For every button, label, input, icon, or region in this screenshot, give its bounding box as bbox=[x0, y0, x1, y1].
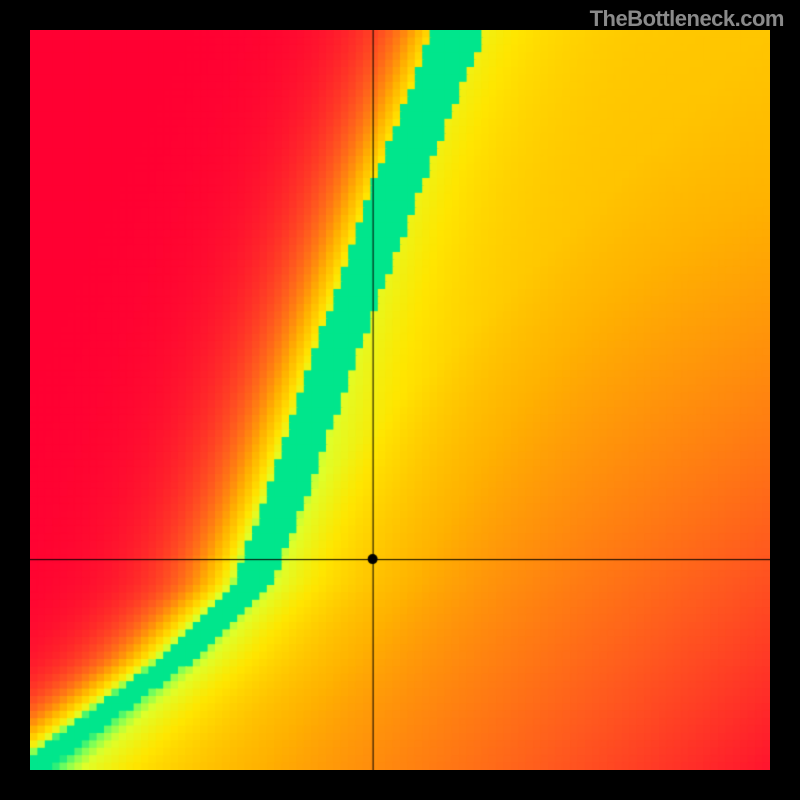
bottleneck-heatmap bbox=[30, 30, 770, 770]
watermark-text: TheBottleneck.com bbox=[590, 6, 784, 32]
